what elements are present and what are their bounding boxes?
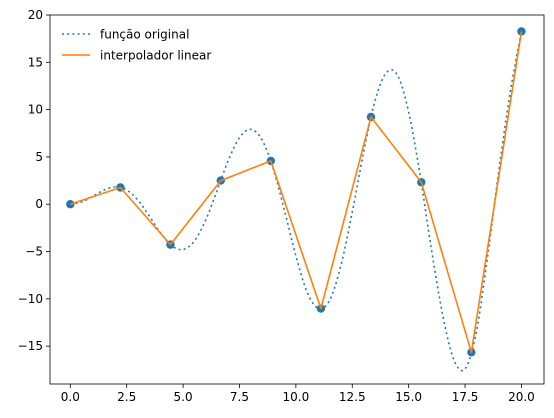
linear-interpolator-line [70,31,523,354]
x-tick-label: 17.5 [452,390,479,404]
x-tick-label: 20.0 [508,390,535,404]
y-tick-label: 10 [28,103,43,117]
plot-area [49,14,545,385]
x-tick-label: 2.5 [117,390,136,404]
y-tick-label: −10 [18,292,43,306]
x-tick-label: 12.5 [339,390,366,404]
legend: função original interpolador linear [62,28,211,63]
legend-label-linear: interpolador linear [100,49,211,63]
x-tick-label: 10.0 [283,390,310,404]
x-axis: 0.0 2.5 5.0 7.5 10.0 12.5 15.0 17.5 20.0 [61,384,535,404]
x-tick-label: 7.5 [230,390,249,404]
y-tick-label: 0 [35,197,43,211]
y-tick-label: −5 [25,245,43,259]
x-tick-label: 15.0 [395,390,422,404]
y-tick-label: 20 [28,8,43,22]
x-tick-label: 0.0 [61,390,80,404]
y-axis: −15 −10 −5 0 5 10 15 20 [18,8,50,353]
y-tick-label: 5 [35,150,43,164]
y-tick-label: 15 [28,55,43,69]
legend-label-original: função original [100,28,189,42]
axes-frame [49,14,545,385]
y-tick-label: −15 [18,339,43,353]
x-tick-label: 5.0 [174,390,193,404]
axes-background [50,15,544,384]
